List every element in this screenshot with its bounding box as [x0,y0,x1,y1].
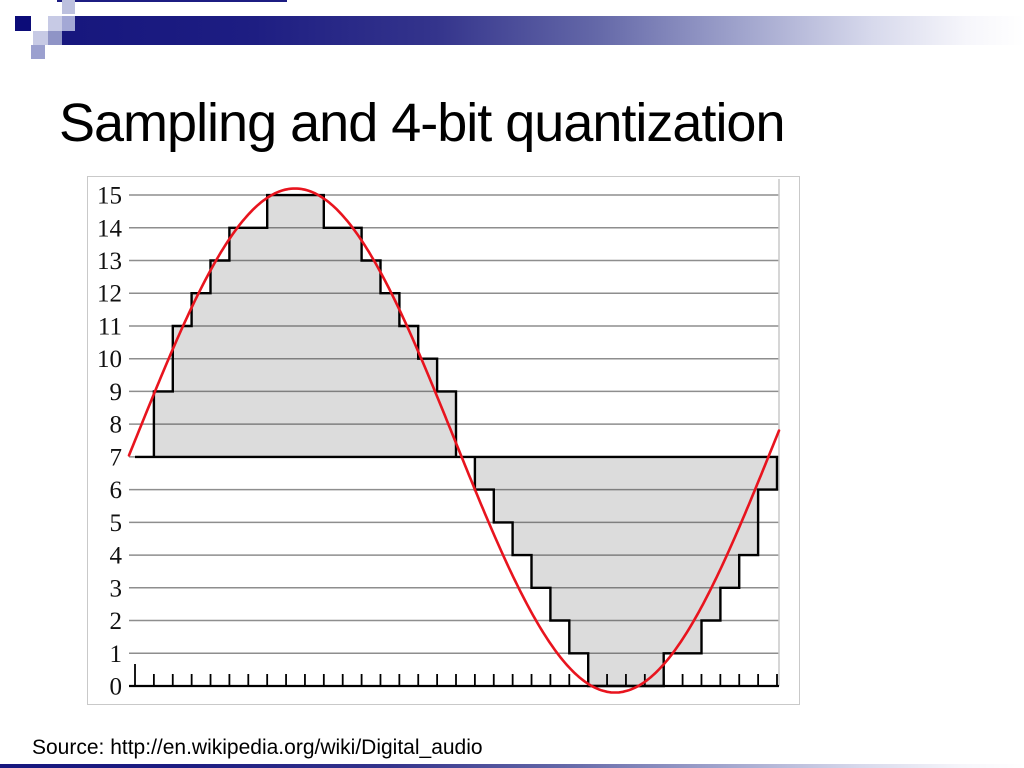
y-axis-label: 13 [97,248,122,275]
y-axis-label: 12 [97,281,122,308]
deco-square [62,16,75,31]
y-axis-label: 4 [110,543,123,570]
deco-square [15,16,31,31]
header-top-line [57,0,287,2]
deco-square [33,31,48,45]
deco-square [48,31,62,45]
deco-square [62,31,75,45]
y-axis-label: 5 [110,510,123,537]
source-citation: Source: http://en.wikipedia.org/wiki/Dig… [32,736,483,759]
y-axis-label: 6 [110,477,123,504]
slide-title: Sampling and 4-bit quantization [59,93,786,153]
y-axis-label: 15 [97,183,122,210]
y-axis-label: 14 [97,215,123,242]
y-axis-label: 1 [110,641,123,668]
deco-square [48,16,62,31]
header-gradient-bar [75,16,1024,45]
y-axis-label: 11 [98,313,122,340]
y-axis-label: 9 [110,379,123,406]
y-axis-label: 0 [110,674,123,701]
footer-gradient-bar [0,764,1024,768]
y-axis-label: 8 [110,412,123,439]
analog-signal-curve [127,187,781,694]
deco-square [31,45,45,59]
y-axis-label: 2 [110,608,123,635]
y-axis-label: 10 [97,346,122,373]
quantization-chart: 0 1 2 3 4 5 6 7 8 9 10 11 12 13 14 15 [87,176,800,705]
y-axis-label: 3 [110,575,123,602]
deco-square [62,0,75,14]
y-axis-label: 7 [110,444,123,471]
